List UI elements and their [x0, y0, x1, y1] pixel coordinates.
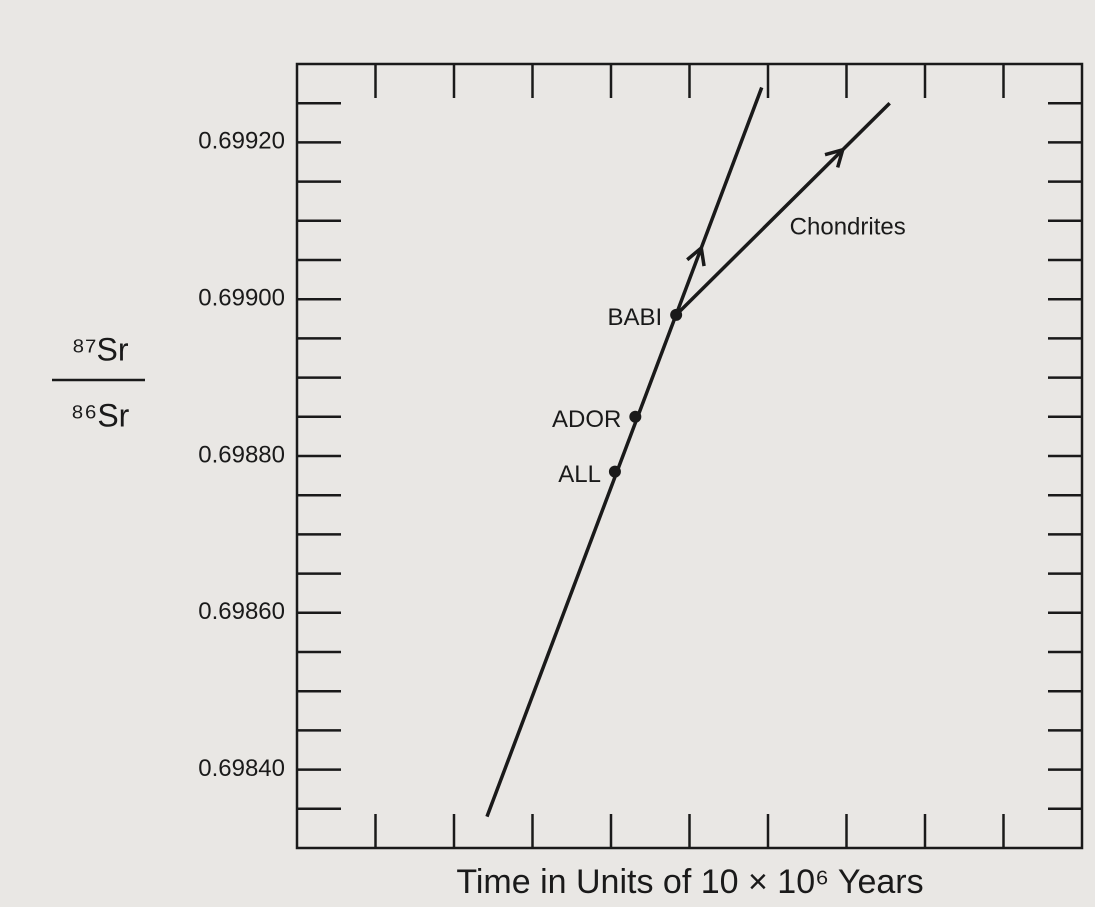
plot-frame — [295, 62, 1084, 850]
line — [674, 101, 891, 317]
y-tick-label: 0.69860 — [198, 598, 285, 625]
point-label: ALL — [558, 461, 601, 488]
line — [485, 86, 764, 818]
arrow-head — [686, 244, 706, 267]
arrow-head — [824, 147, 846, 168]
y-tick-label: 0.69920 — [198, 128, 285, 155]
point — [629, 410, 642, 423]
point — [670, 308, 683, 321]
y-tick-label: 0.69840 — [198, 755, 285, 782]
y-axis-label-bottom: ⁸⁶Sr — [71, 397, 130, 433]
x-axis-label: Time in Units of 10 × 10⁶ Years — [456, 863, 923, 901]
point-label: BABI — [607, 304, 662, 331]
y-axis-label-top: ⁸⁷Sr — [71, 331, 128, 367]
y-tick-label: 0.69880 — [198, 441, 285, 468]
series-label: Chondrites — [790, 214, 906, 241]
y-tick-label: 0.69900 — [198, 285, 285, 312]
point-label: ADOR — [552, 406, 621, 433]
point — [608, 465, 621, 478]
